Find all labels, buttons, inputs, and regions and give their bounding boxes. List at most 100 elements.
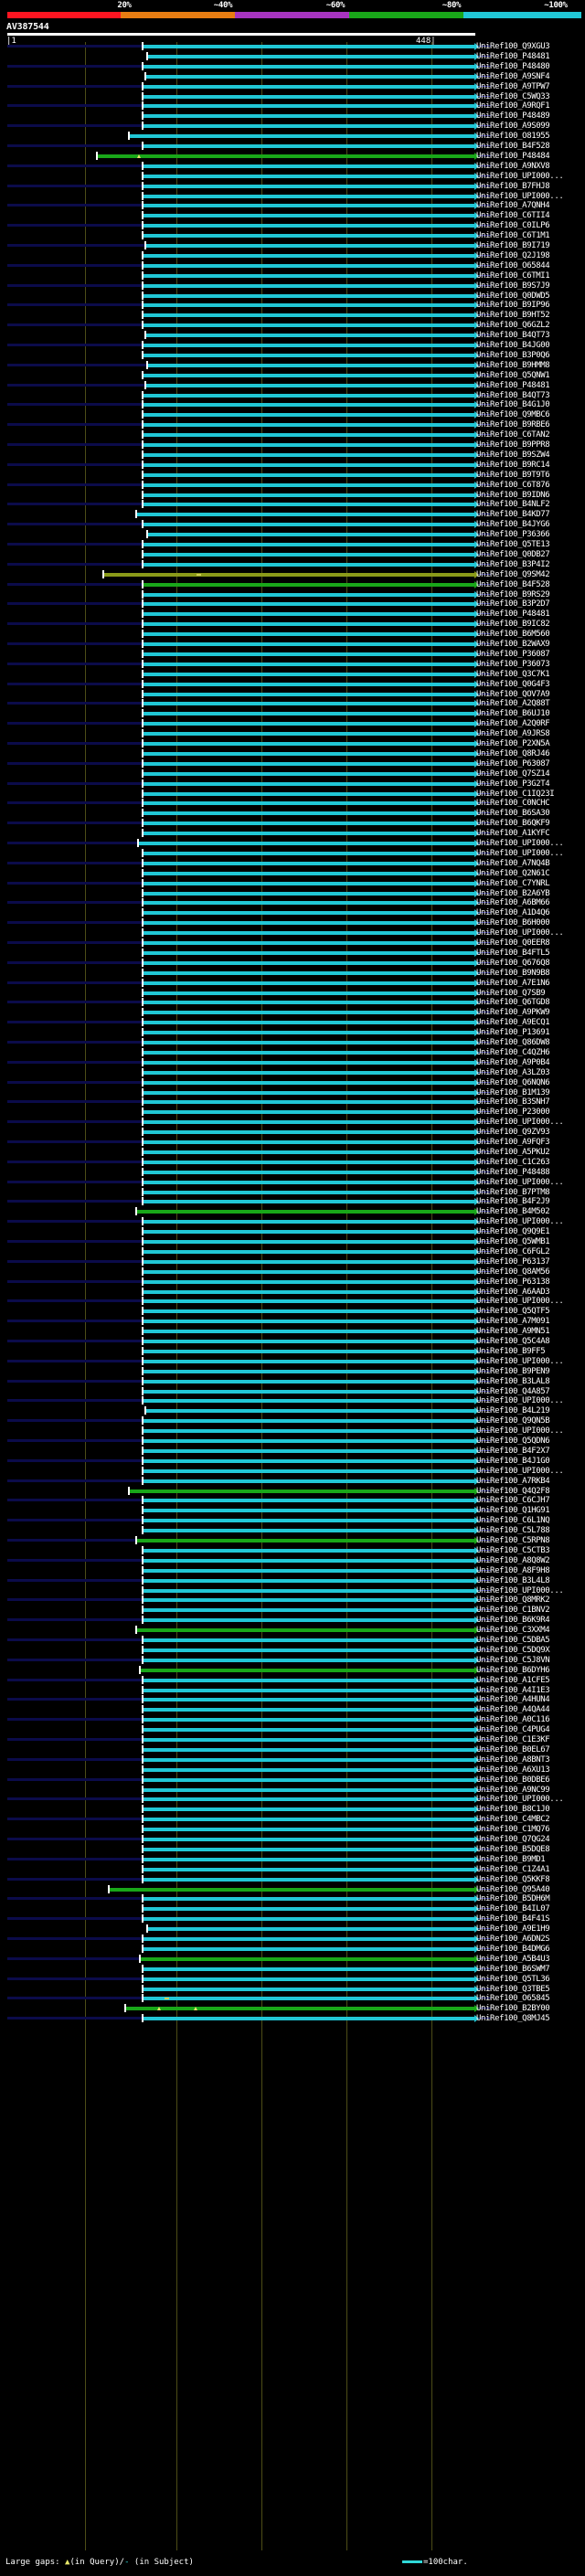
alignment-bar[interactable]	[142, 1906, 475, 1911]
hit-label[interactable]: UniRef100_B9IP96	[476, 300, 550, 310]
alignment-bar[interactable]	[142, 731, 475, 736]
hit-label[interactable]: UniRef100_UPI000...	[476, 838, 564, 848]
hit-label[interactable]: UniRef100_B9RC14	[476, 460, 550, 470]
alignment-bar[interactable]	[142, 1150, 475, 1154]
hit-label[interactable]: UniRef100_A7RKB4	[476, 1476, 550, 1486]
hit-label[interactable]: UniRef100_C3XXM4	[476, 1625, 550, 1635]
alignment-bar[interactable]	[142, 991, 475, 995]
alignment-bar[interactable]	[142, 1827, 475, 1831]
alignment-bar[interactable]	[142, 1867, 475, 1871]
alignment-bar[interactable]	[142, 1190, 475, 1194]
alignment-bar[interactable]	[142, 721, 475, 726]
alignment-bar[interactable]	[142, 84, 475, 89]
alignment-bar[interactable]	[142, 562, 475, 567]
hit-label[interactable]: UniRef100_P63138	[476, 1277, 550, 1287]
alignment-bar[interactable]	[142, 1199, 475, 1203]
hit-label[interactable]: UniRef100_C6CJH7	[476, 1495, 550, 1505]
hit-label[interactable]: UniRef100_Q4Q2F8	[476, 1486, 550, 1496]
hit-label[interactable]: UniRef100_P36087	[476, 649, 550, 659]
hit-label[interactable]: UniRef100_A9S099	[476, 121, 550, 131]
hit-label[interactable]: UniRef100_O81955	[476, 131, 550, 141]
hit-label[interactable]: UniRef100_B4QT73	[476, 330, 550, 340]
hit-label[interactable]: UniRef100_B4J1G0	[476, 1456, 550, 1466]
hit-label[interactable]: UniRef100_B1M139	[476, 1087, 550, 1097]
hit-label[interactable]: UniRef100_B9HT52	[476, 310, 550, 320]
hit-label[interactable]: UniRef100_C1C263	[476, 1157, 550, 1167]
alignment-bar[interactable]	[142, 1996, 475, 2000]
hit-label[interactable]: UniRef100_A7NQ4B	[476, 858, 550, 868]
hit-label[interactable]: UniRef100_A1D4Q6	[476, 907, 550, 917]
alignment-bar[interactable]	[142, 1817, 475, 1821]
hit-label[interactable]: UniRef100_A9ECQ1	[476, 1017, 550, 1027]
alignment-bar[interactable]	[142, 1219, 475, 1224]
hit-label[interactable]: UniRef100_A3LZ03	[476, 1067, 550, 1077]
alignment-bar[interactable]	[142, 2016, 475, 2020]
hit-label[interactable]: UniRef100_B6QKF9	[476, 818, 550, 828]
hit-label[interactable]: UniRef100_UPI000...	[476, 1177, 564, 1187]
hit-label[interactable]: UniRef100_B7FHJ8	[476, 181, 550, 191]
alignment-bar[interactable]	[108, 1887, 475, 1892]
alignment-bar[interactable]	[142, 1607, 475, 1612]
hit-label[interactable]: UniRef100_A8F9H8	[476, 1565, 550, 1575]
alignment-bar[interactable]	[142, 1558, 475, 1563]
alignment-bar[interactable]	[142, 353, 475, 357]
alignment-bar[interactable]	[142, 1129, 475, 1134]
alignment-bar[interactable]	[142, 1896, 475, 1901]
alignment-bar[interactable]	[142, 1916, 475, 1921]
hit-label[interactable]: UniRef100_B4F2J9	[476, 1196, 550, 1206]
hit-label[interactable]: UniRef100_Q6GZL2	[476, 320, 550, 330]
alignment-bar[interactable]	[142, 861, 475, 865]
alignment-bar[interactable]	[142, 1299, 475, 1303]
hit-label[interactable]: UniRef100_B4JG00	[476, 340, 550, 350]
hit-label[interactable]: UniRef100_C6T876	[476, 480, 550, 490]
hit-label[interactable]: UniRef100_P48481	[476, 380, 550, 390]
hit-label[interactable]: UniRef100_C1E3KF	[476, 1734, 550, 1744]
alignment-bar[interactable]	[142, 1030, 475, 1034]
hit-label[interactable]: UniRef100_UPI000...	[476, 171, 564, 181]
alignment-bar[interactable]	[142, 542, 475, 546]
hit-label[interactable]: UniRef100_Q9ZV93	[476, 1127, 550, 1137]
alignment-bar[interactable]	[142, 711, 475, 716]
alignment-bar[interactable]	[142, 253, 475, 258]
alignment-bar[interactable]	[142, 751, 475, 756]
alignment-bar[interactable]	[142, 1319, 475, 1323]
alignment-bar[interactable]	[142, 1458, 475, 1463]
hit-label[interactable]: UniRef100_C6TII4	[476, 210, 550, 220]
hit-label[interactable]: UniRef100_Q9Q9E1	[476, 1226, 550, 1236]
hit-label[interactable]: UniRef100_A5PKU2	[476, 1147, 550, 1157]
hit-label[interactable]: UniRef100_Q5C4A8	[476, 1336, 550, 1346]
hit-label[interactable]: UniRef100_Q7QG24	[476, 1834, 550, 1844]
alignment-bar[interactable]	[142, 1309, 475, 1313]
alignment-bar[interactable]	[142, 323, 475, 327]
hit-label[interactable]: UniRef100_P48489	[476, 111, 550, 121]
hit-label[interactable]: UniRef100_UPI000...	[476, 1585, 564, 1595]
hit-label[interactable]: UniRef100_UPI000...	[476, 1216, 564, 1226]
alignment-bar[interactable]	[144, 383, 475, 387]
hit-label[interactable]: UniRef100_UPI000...	[476, 191, 564, 201]
alignment-bar[interactable]	[142, 1040, 475, 1044]
hit-label[interactable]: UniRef100_B6SWM7	[476, 1964, 550, 1974]
hit-label[interactable]: UniRef100_P63137	[476, 1256, 550, 1267]
hit-label[interactable]: UniRef100_B7PTM8	[476, 1187, 550, 1197]
alignment-bar[interactable]	[142, 502, 475, 506]
hit-label[interactable]: UniRef100_B2A6YB	[476, 888, 550, 898]
hit-label[interactable]: UniRef100_A4QA44	[476, 1704, 550, 1714]
alignment-bar[interactable]	[142, 462, 475, 467]
hit-label[interactable]: UniRef100_UPI000...	[476, 928, 564, 938]
alignment-bar[interactable]	[142, 1160, 475, 1164]
hit-label[interactable]: UniRef100_A4HUN4	[476, 1694, 550, 1704]
hit-label[interactable]: UniRef100_B4JYG6	[476, 519, 550, 529]
alignment-bar[interactable]	[142, 1239, 475, 1244]
alignment-bar[interactable]	[142, 1518, 475, 1522]
alignment-bar[interactable]	[135, 1538, 475, 1542]
alignment-bar[interactable]	[142, 1678, 475, 1682]
hit-label[interactable]: UniRef100_UPI000...	[476, 1426, 564, 1436]
hit-label[interactable]: UniRef100_A9JRS8	[476, 728, 550, 738]
alignment-bar[interactable]	[142, 1329, 475, 1333]
alignment-bar[interactable]	[142, 194, 475, 198]
alignment-bar[interactable]	[142, 1528, 475, 1532]
alignment-bar[interactable]	[142, 1697, 475, 1701]
hit-label[interactable]: UniRef100_A9P0B4	[476, 1057, 550, 1067]
alignment-bar[interactable]	[142, 1757, 475, 1762]
alignment-bar[interactable]	[142, 631, 475, 636]
